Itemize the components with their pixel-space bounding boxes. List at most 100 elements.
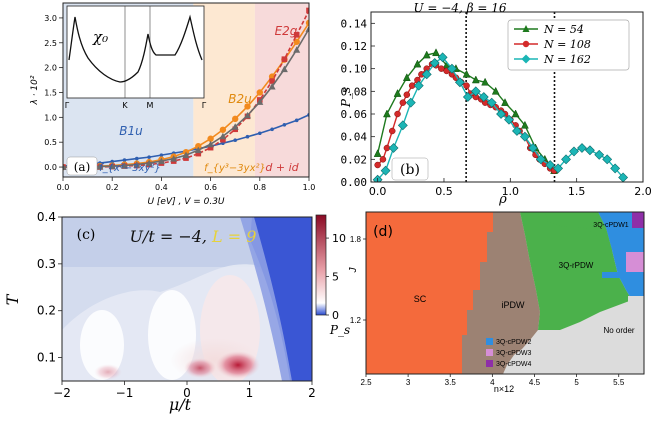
b-ytick-label-1: 0.02 bbox=[341, 153, 368, 166]
series-b2u-point-12 bbox=[207, 135, 214, 142]
panel-a-label-box bbox=[66, 156, 98, 176]
b-series-n162-point-19 bbox=[527, 143, 538, 153]
region-3q-cpdw1 bbox=[598, 212, 644, 300]
legend-label-2: N = 162 bbox=[543, 53, 591, 66]
series-b1u-point-5 bbox=[122, 158, 127, 162]
b-series-n162-point-12 bbox=[470, 86, 481, 97]
b-series-n54-point-5 bbox=[422, 50, 431, 59]
region-ipdw bbox=[462, 212, 540, 374]
panel-d-xlabel: n×12 bbox=[494, 384, 514, 394]
c-ytick-label-3: 0.4 bbox=[37, 210, 56, 224]
b-ytick-label-4: 0.08 bbox=[341, 85, 368, 98]
b-series-n54-point-13 bbox=[501, 98, 509, 106]
series-e2g-point-19 bbox=[293, 32, 300, 38]
b-series-n162-point-2 bbox=[388, 143, 399, 153]
b-series-n162-point-5 bbox=[413, 80, 424, 91]
panel-a-label: (a) bbox=[74, 160, 91, 174]
series-b1u-point-19 bbox=[294, 118, 299, 123]
inset-tick-gamma-1: Γ bbox=[65, 101, 70, 110]
panel-d-frame bbox=[365, 211, 645, 375]
series-grey-point-15 bbox=[244, 111, 251, 119]
b-series-n162-point-29 bbox=[610, 163, 621, 174]
cbar-tick-label-2: 10 bbox=[332, 232, 346, 245]
series-e2g-point-11 bbox=[195, 150, 202, 157]
b-ytick-label-2: 0.04 bbox=[341, 131, 368, 144]
c-ytick-label-0: 0.1 bbox=[37, 351, 56, 365]
b-xtick-label-3: 1.5 bbox=[568, 185, 586, 198]
b-series-n54-point-4 bbox=[413, 59, 422, 68]
b-series-n162-point-6 bbox=[421, 69, 432, 80]
a-ytick-label-5: 2.5 bbox=[44, 39, 57, 48]
panel-a: χ₀ Γ K M Γ B1u B2u E2g f_{x³−3xy²} f_{y³… bbox=[30, 2, 315, 207]
panel-a-frame bbox=[62, 2, 310, 178]
b-ytick-label-0: 0.00 bbox=[341, 176, 368, 189]
a-xtick-label-4: 0.8 bbox=[253, 183, 266, 192]
series-b2u-point-15 bbox=[244, 103, 251, 110]
series-grey-point-11 bbox=[194, 146, 202, 154]
series-b1u-point-14 bbox=[233, 138, 237, 143]
b-series-n108-point-18 bbox=[463, 82, 470, 89]
series-b1u-point-4 bbox=[110, 159, 114, 164]
legend-marker-0 bbox=[522, 25, 530, 32]
inset-tick-m: M bbox=[147, 101, 154, 110]
heatmap-blue-transition bbox=[240, 217, 292, 381]
legend-label-0: N = 54 bbox=[543, 23, 584, 36]
panel-c-annotation-l: L = 9 bbox=[211, 227, 256, 246]
a-xtick-label-2: 0.4 bbox=[155, 183, 168, 192]
b-series-n162-point-27 bbox=[594, 149, 605, 160]
c-xtick-label-3: 1 bbox=[246, 386, 254, 400]
series-b2u-point-19 bbox=[293, 38, 300, 45]
label-ipdw: iPDW bbox=[502, 300, 526, 310]
b-series-n162-point-3 bbox=[397, 120, 408, 131]
panel-d-ylabel: J bbox=[348, 267, 359, 274]
label-sc: SC bbox=[414, 294, 427, 304]
b-series-n162-point-16 bbox=[504, 114, 514, 125]
series-grey-point-3 bbox=[96, 163, 104, 170]
d-xtick-label-2: 3.5 bbox=[445, 378, 457, 387]
panel-c-annotation-u: U/t = −4, bbox=[129, 227, 207, 246]
c-xtick-label-0: −2 bbox=[53, 386, 71, 400]
a-ytick-label-1: 0.5 bbox=[44, 138, 57, 147]
region-label-b2u: B2u bbox=[228, 92, 252, 106]
b-series-n162-point-28 bbox=[602, 154, 613, 165]
b-ytick-label-7: 0.14 bbox=[341, 17, 368, 30]
panel-b-label: (b) bbox=[400, 162, 420, 178]
series-grey-point-16 bbox=[256, 98, 264, 105]
series-grey-point-7 bbox=[145, 159, 153, 167]
panel-b-label-box bbox=[391, 157, 429, 181]
series-grey-point-17 bbox=[268, 83, 276, 90]
series-grey-point-12 bbox=[207, 140, 215, 148]
b-series-n162-point-1 bbox=[380, 165, 391, 176]
heatmap-hot-spot-3 bbox=[94, 364, 122, 380]
d-legend-swatch-2 bbox=[486, 360, 493, 367]
panel-b-ylabel: P_s bbox=[339, 87, 353, 108]
series-grey-point-10 bbox=[182, 151, 190, 159]
d-ytick-label-0: 1.2 bbox=[350, 316, 362, 325]
d-legend-swatch-0 bbox=[486, 338, 493, 345]
series-b2u-point-11 bbox=[195, 142, 202, 150]
b-series-n162-point-22 bbox=[553, 163, 564, 174]
b-series-n162-point-9 bbox=[447, 63, 457, 74]
inset-tick-gamma-2: Γ bbox=[202, 101, 207, 110]
panel-a-xlabel: U [eV] , V = 0.3U bbox=[147, 197, 224, 207]
series-grey-point-8 bbox=[157, 157, 165, 165]
panel-d: 2.5 3 3.5 4 4.5 5 5.5 1.2 1.8 SC iPDW 3Q-rPDW 3Q… bbox=[348, 211, 645, 394]
b-series-n162-point-15 bbox=[496, 109, 506, 119]
b-series-n108-point-3 bbox=[388, 127, 396, 135]
panel-d-label: (d) bbox=[373, 224, 393, 240]
series-grey-point-19 bbox=[293, 46, 301, 53]
b-series-n162-point-25 bbox=[577, 143, 587, 153]
b-series-n162-point-8 bbox=[437, 52, 448, 63]
b-series-n108-point-6 bbox=[403, 91, 411, 98]
series-b1u-point-15 bbox=[245, 134, 250, 139]
series-b1u-point-6 bbox=[135, 156, 139, 161]
b-series-n162-point-23 bbox=[561, 154, 571, 165]
b-series-n54-point-2 bbox=[393, 89, 402, 97]
inset-tick-k: K bbox=[122, 101, 128, 110]
a-ytick-label-4: 2.0 bbox=[44, 64, 57, 73]
d-ytick-label-1: 1.8 bbox=[350, 235, 362, 244]
region-label-f2: f_{y³−3yx²} bbox=[204, 163, 266, 174]
b-series-n162-point-7 bbox=[429, 58, 440, 68]
heatmap-hot-spot-2 bbox=[184, 358, 216, 378]
